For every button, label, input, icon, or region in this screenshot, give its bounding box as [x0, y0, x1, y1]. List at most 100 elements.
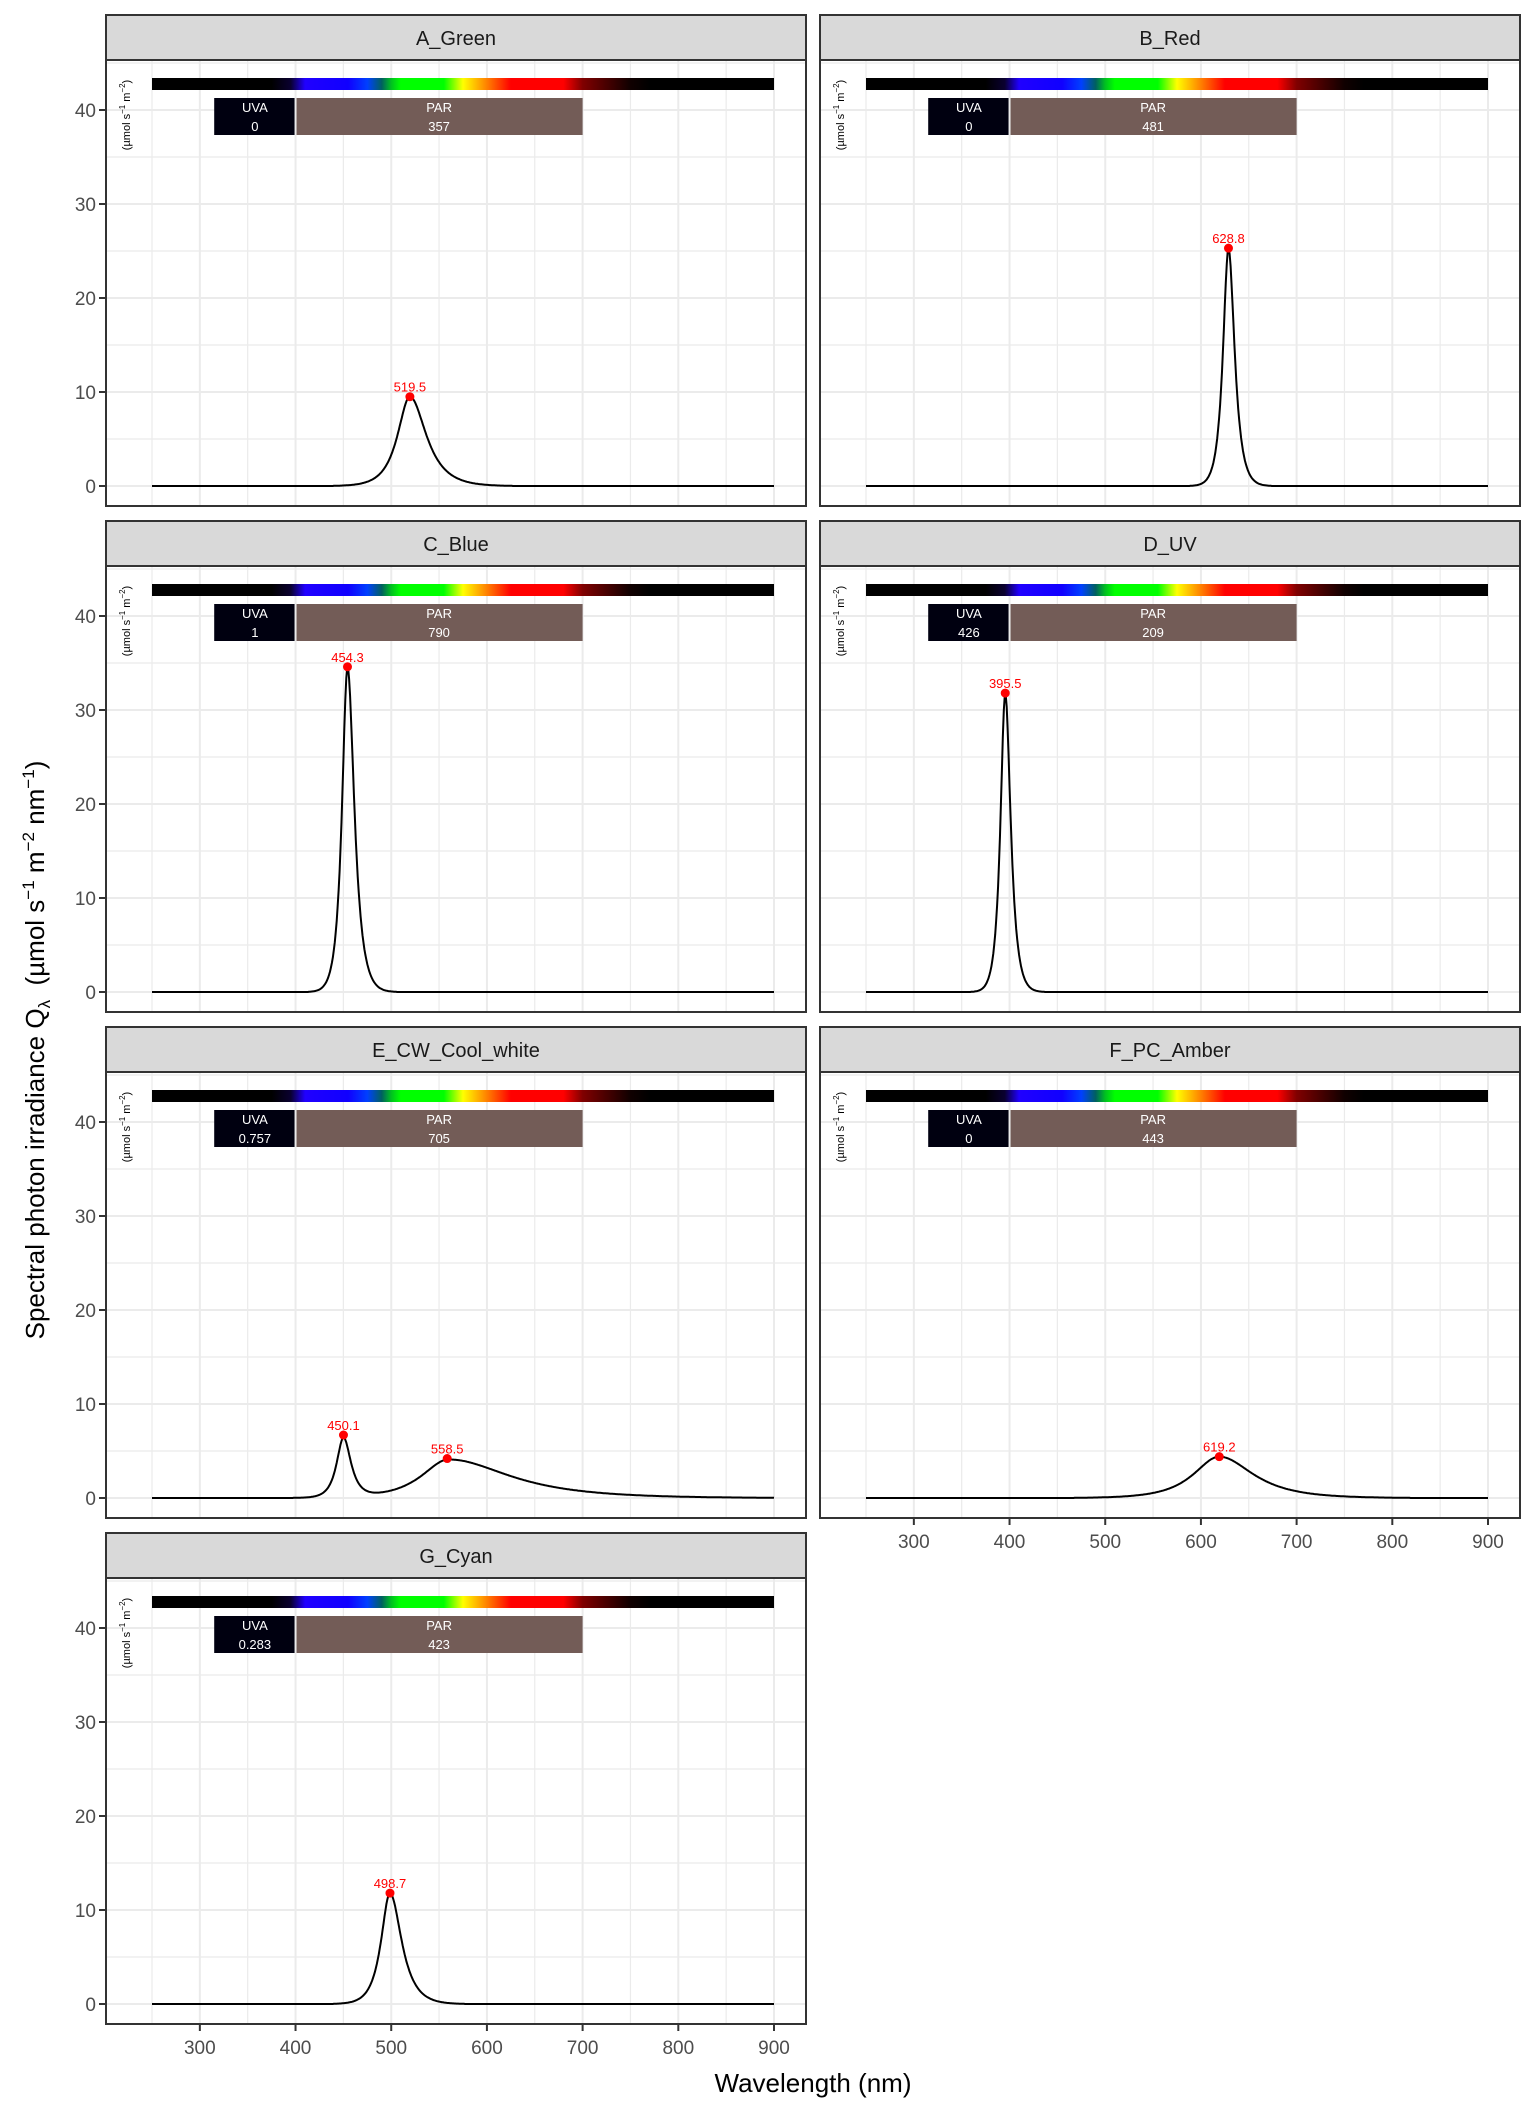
- band-unit-part: (µmol s: [121, 1631, 133, 1668]
- x-tick-label: 600: [471, 2038, 503, 2059]
- x-tick-label: 700: [1281, 1532, 1313, 1553]
- band-unit-text: (µmol s−1 m−2): [118, 1598, 133, 1668]
- par-label: PAR: [1140, 100, 1166, 115]
- band-unit-part: m: [835, 1105, 847, 1117]
- color-spectrum-bar: [152, 584, 774, 596]
- peak-marker: [385, 1888, 395, 1898]
- uva-label: UVA: [242, 1618, 268, 1633]
- band-unit-part: ): [835, 80, 847, 84]
- band-unit-part: −2: [118, 83, 127, 93]
- spectrum-line: [866, 247, 1488, 487]
- band-unit-part: ): [121, 586, 133, 590]
- x-tick-label: 500: [375, 2038, 407, 2059]
- y-tick-label: 30: [75, 701, 96, 722]
- y-tick-label: 20: [75, 1807, 96, 1828]
- band-unit-part: −1: [118, 104, 127, 114]
- par-label: PAR: [1140, 1112, 1166, 1127]
- peak-marker: [1223, 243, 1233, 253]
- band-unit-text: (µmol s−1 m−2): [832, 586, 847, 656]
- par-label: PAR: [426, 100, 452, 115]
- spectrum-line: [866, 692, 1488, 993]
- par-value: 443: [1142, 1131, 1164, 1146]
- facet-strip: [819, 1026, 1521, 1073]
- facet-strip: [819, 520, 1521, 567]
- y-axis-title-close: ): [20, 761, 50, 770]
- x-tick-label: 900: [758, 2038, 790, 2059]
- y-tick-label: 30: [75, 195, 96, 216]
- band-unit-part: (µmol s: [835, 113, 847, 150]
- band-unit-part: m: [835, 93, 847, 105]
- panel-A_Green: A_Green UVA 0 PAR 357 (µmol s−1 m−2) 519.5 0 10 2…: [75, 14, 807, 507]
- band-unit-label: (µmol s−1 m−2): [118, 80, 133, 150]
- band-unit-part: −1: [832, 610, 841, 620]
- peak-marker: [338, 1430, 348, 1440]
- band-unit-text: (µmol s−1 m−2): [832, 80, 847, 150]
- band-unit-part: ): [121, 80, 133, 84]
- y-axis-title-main: Spectral photon irradiance Q: [20, 1008, 50, 1339]
- uva-value: 0: [251, 119, 258, 134]
- band-unit-part: m: [121, 93, 133, 105]
- uva-value: 0.283: [239, 1637, 272, 1652]
- par-label: PAR: [426, 1112, 452, 1127]
- y-axis-title-sup3: −1: [19, 769, 38, 788]
- band-unit-part: −1: [832, 1116, 841, 1126]
- panel-G_Cyan: G_Cyan UVA 0.283 PAR 423 (µmol s−1 m−2) 498.7 0…: [75, 1532, 807, 2059]
- peak-label: 454.3: [331, 650, 364, 665]
- uva-box: [928, 98, 1009, 135]
- band-unit-part: m: [121, 599, 133, 611]
- peak-label: 450.1: [327, 1418, 360, 1433]
- band-unit-label: (µmol s−1 m−2): [832, 80, 847, 150]
- par-value: 705: [428, 1131, 450, 1146]
- band-unit-part: m: [835, 599, 847, 611]
- band-unit-label: (µmol s−1 m−2): [118, 1092, 133, 1162]
- y-axis-title-units-nm: nm: [20, 789, 50, 832]
- panel-border: [819, 565, 1521, 1013]
- peak-label: 558.5: [431, 1442, 464, 1457]
- spectrum-line: [152, 664, 774, 993]
- y-axis-title-units: (µmol s: [20, 900, 50, 986]
- band-unit-part: −1: [118, 1622, 127, 1632]
- band-unit-part: −1: [832, 104, 841, 114]
- panel-border: [819, 59, 1521, 507]
- uva-label: UVA: [242, 606, 268, 621]
- band-unit-part: (µmol s: [121, 1125, 133, 1162]
- panel-border: [819, 1071, 1521, 1519]
- par-label: PAR: [426, 1618, 452, 1633]
- x-tick-label: 800: [662, 2038, 694, 2059]
- band-unit-part: (µmol s: [121, 619, 133, 656]
- uva-label: UVA: [956, 606, 982, 621]
- panel-B_Red: B_Red UVA 0 PAR 481 (µmol s−1 m−2) 628.8: [819, 14, 1521, 507]
- band-unit-part: (µmol s: [121, 113, 133, 150]
- band-unit-part: m: [121, 1105, 133, 1117]
- panel-C_Blue: C_Blue UVA 1 PAR 790 (µmol s−1 m−2) 454.3 0 10 20…: [75, 520, 807, 1013]
- uva-label: UVA: [242, 1112, 268, 1127]
- y-tick-label: 40: [75, 1619, 96, 1640]
- peak-label: 498.7: [374, 1876, 407, 1891]
- y-tick-label: 10: [75, 889, 96, 910]
- uva-box: [214, 1616, 295, 1653]
- uva-box: [214, 604, 295, 641]
- band-unit-part: −1: [118, 1116, 127, 1126]
- par-value: 790: [428, 625, 450, 640]
- band-unit-part: −2: [832, 83, 841, 93]
- facet-title: G_Cyan: [419, 1546, 492, 1568]
- panel-border: [105, 565, 807, 1013]
- uva-value: 426: [958, 625, 980, 640]
- par-box: [296, 98, 583, 135]
- uva-value: 0: [965, 1131, 972, 1146]
- y-tick-label: 10: [75, 383, 96, 404]
- panel-border: [105, 59, 807, 507]
- x-tick-label: 300: [184, 2038, 216, 2059]
- spectrum-line: [152, 395, 774, 487]
- band-unit-part: ): [121, 1598, 133, 1602]
- y-tick-label: 10: [75, 1395, 96, 1416]
- y-tick-label: 40: [75, 607, 96, 628]
- x-tick-label: 900: [1472, 1532, 1504, 1553]
- y-axis-title-sup1: −1: [19, 880, 38, 899]
- y-axis-title-units-m: m: [20, 851, 50, 880]
- uva-box: [214, 98, 295, 135]
- y-tick-label: 40: [75, 101, 96, 122]
- peak-label: 619.2: [1203, 1440, 1236, 1455]
- color-spectrum-bar: [152, 1596, 774, 1608]
- x-tick-label: 500: [1089, 1532, 1121, 1553]
